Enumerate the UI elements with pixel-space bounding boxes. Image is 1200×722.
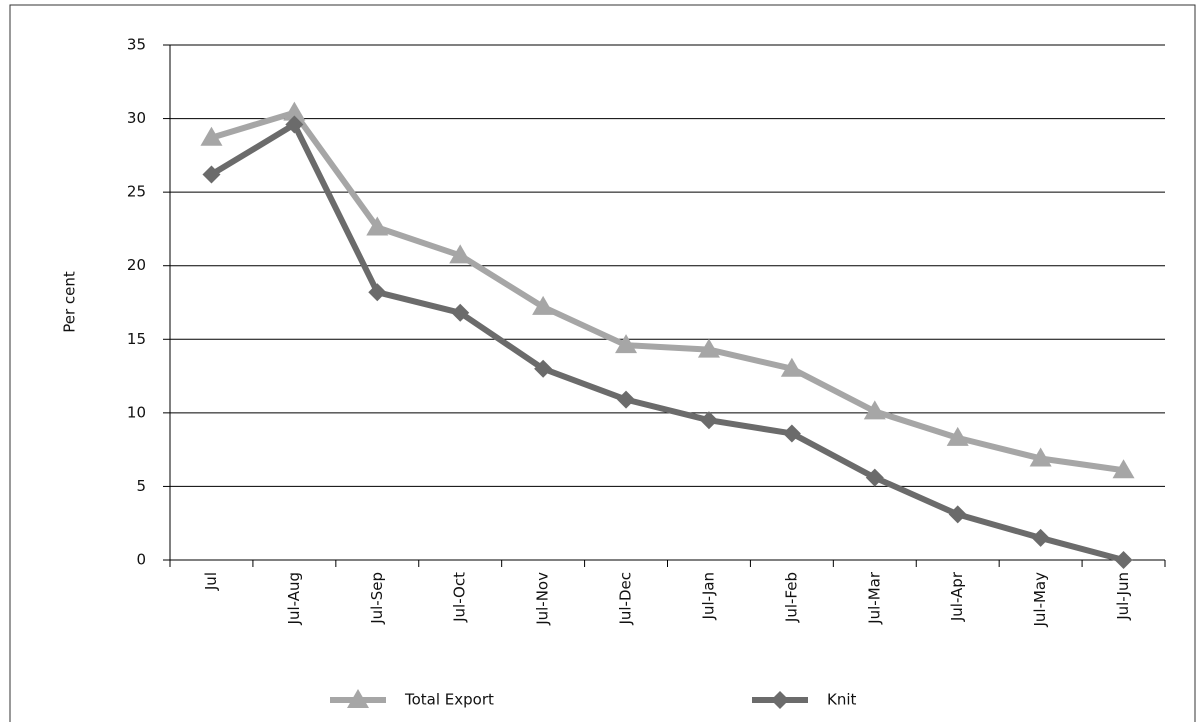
y-tick-label: 20: [127, 256, 146, 274]
y-tick-label: 35: [127, 36, 146, 54]
x-tick-label: Jul-Dec: [617, 572, 635, 626]
point: [863, 400, 886, 420]
point: [780, 357, 803, 377]
y-tick-label: 30: [127, 109, 146, 127]
x-tick-label: Jul-Oct: [451, 572, 469, 623]
x-tick-label: Jul: [202, 572, 220, 591]
x-tick-label: Jul-Mar: [865, 571, 883, 625]
point: [1114, 551, 1133, 569]
y-tick-label: 5: [136, 477, 146, 495]
point: [451, 303, 470, 322]
point: [202, 165, 221, 184]
y-tick-label: 10: [127, 403, 146, 421]
point: [617, 390, 636, 409]
point: [449, 244, 472, 264]
y-tick-label: 0: [136, 551, 146, 569]
y-tick-label: 15: [127, 330, 146, 348]
x-tick-label: Jul-Nov: [534, 572, 552, 626]
x-tick-label: Jul-Jun: [1114, 572, 1132, 621]
x-tick-label: Jul-Apr: [948, 571, 966, 622]
point: [948, 505, 967, 524]
point: [1029, 447, 1052, 467]
point: [615, 334, 638, 354]
point: [697, 338, 720, 358]
point: [1112, 459, 1135, 479]
x-tick-label: Jul-May: [1031, 572, 1049, 628]
legend-marker: [347, 689, 369, 708]
x-tick-label: Jul-Feb: [782, 572, 800, 623]
point: [865, 468, 884, 487]
y-axis-label: Per cent: [61, 271, 79, 333]
x-tick-label: Jul-Jan: [699, 572, 717, 620]
point: [1031, 528, 1050, 547]
x-tick-label: Jul-Sep: [368, 572, 386, 625]
point: [782, 424, 801, 443]
legend-label: Total Export: [404, 691, 494, 709]
frame: [9, 4, 1196, 722]
point: [200, 126, 223, 146]
x-tick-label: Jul-Aug: [285, 572, 303, 625]
point: [368, 283, 387, 302]
legend-label: Knit: [827, 691, 857, 709]
point: [534, 359, 553, 378]
point: [285, 115, 304, 134]
point: [283, 101, 306, 121]
y-tick-label: 25: [127, 183, 146, 201]
legend-marker: [771, 691, 789, 709]
series-line: [209, 121, 1125, 563]
point: [699, 411, 718, 430]
point: [366, 216, 389, 236]
point: [946, 426, 969, 446]
point: [532, 295, 555, 315]
series-line: [210, 109, 1124, 474]
